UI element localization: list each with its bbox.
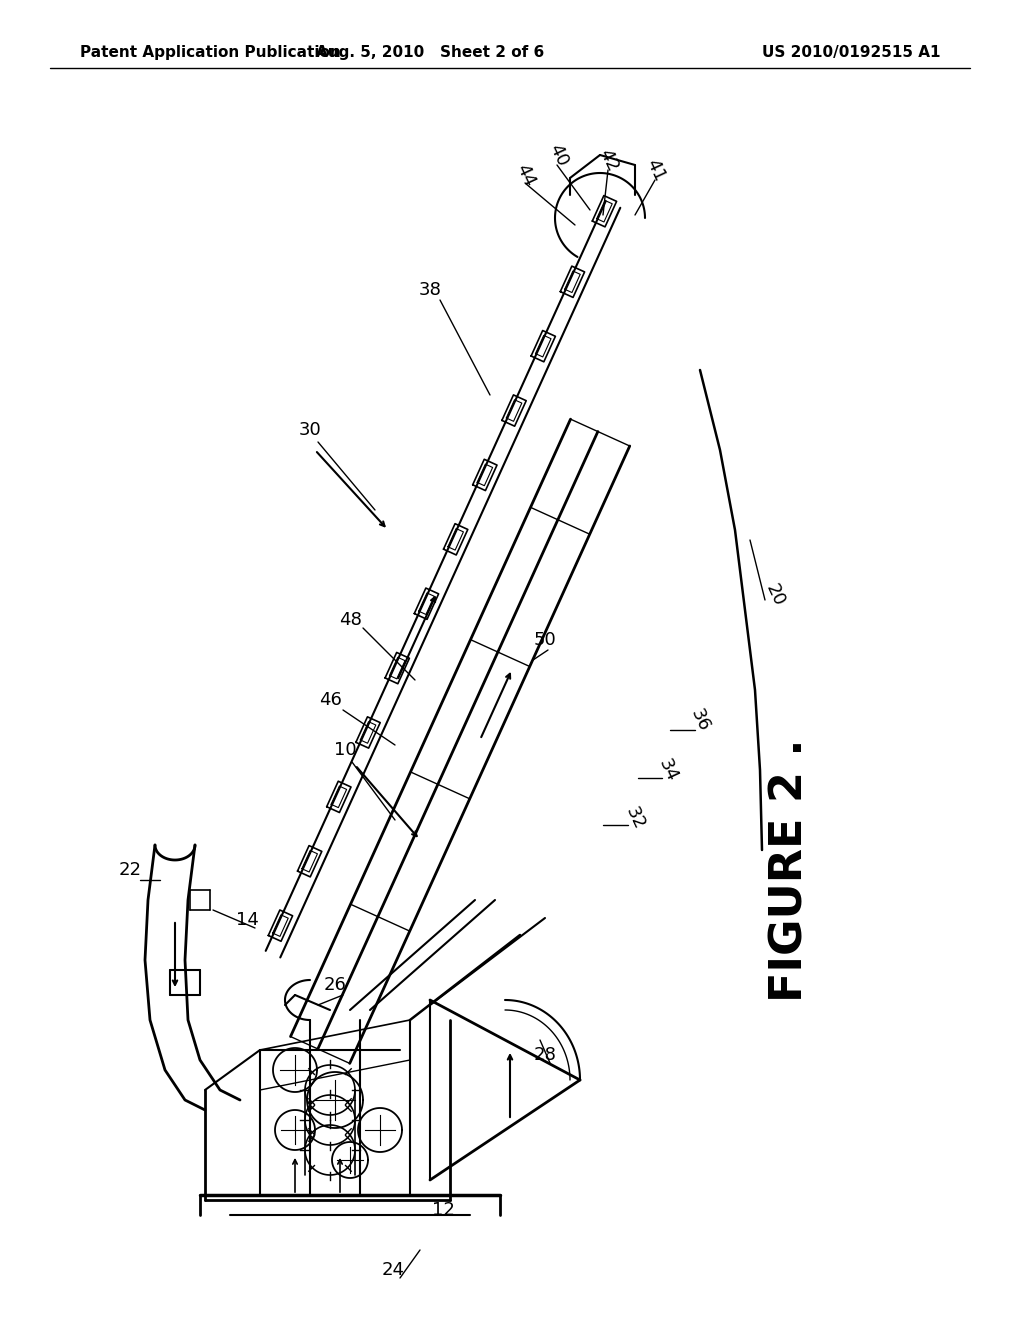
Text: 22: 22 [119,861,141,879]
Text: 38: 38 [419,281,441,300]
Text: FIGURE 2 .: FIGURE 2 . [768,738,811,1002]
Text: 40: 40 [545,141,571,169]
Text: 36: 36 [687,706,713,734]
Text: 30: 30 [299,421,322,440]
Text: 34: 34 [655,756,681,784]
Text: 41: 41 [642,156,668,185]
Text: Aug. 5, 2010   Sheet 2 of 6: Aug. 5, 2010 Sheet 2 of 6 [315,45,544,59]
Text: 14: 14 [236,911,258,929]
Text: 32: 32 [622,804,648,832]
Text: 46: 46 [318,690,341,709]
Text: Patent Application Publication: Patent Application Publication [80,45,341,59]
Text: 10: 10 [334,741,356,759]
Text: 20: 20 [762,581,787,609]
Text: 44: 44 [512,161,538,189]
Text: US 2010/0192515 A1: US 2010/0192515 A1 [762,45,940,59]
Text: 48: 48 [339,611,361,630]
Text: 12: 12 [431,1201,455,1218]
Text: 50: 50 [534,631,556,649]
Text: 24: 24 [382,1261,404,1279]
Text: 42: 42 [595,145,621,174]
Text: 26: 26 [324,975,346,994]
Text: 28: 28 [534,1045,556,1064]
